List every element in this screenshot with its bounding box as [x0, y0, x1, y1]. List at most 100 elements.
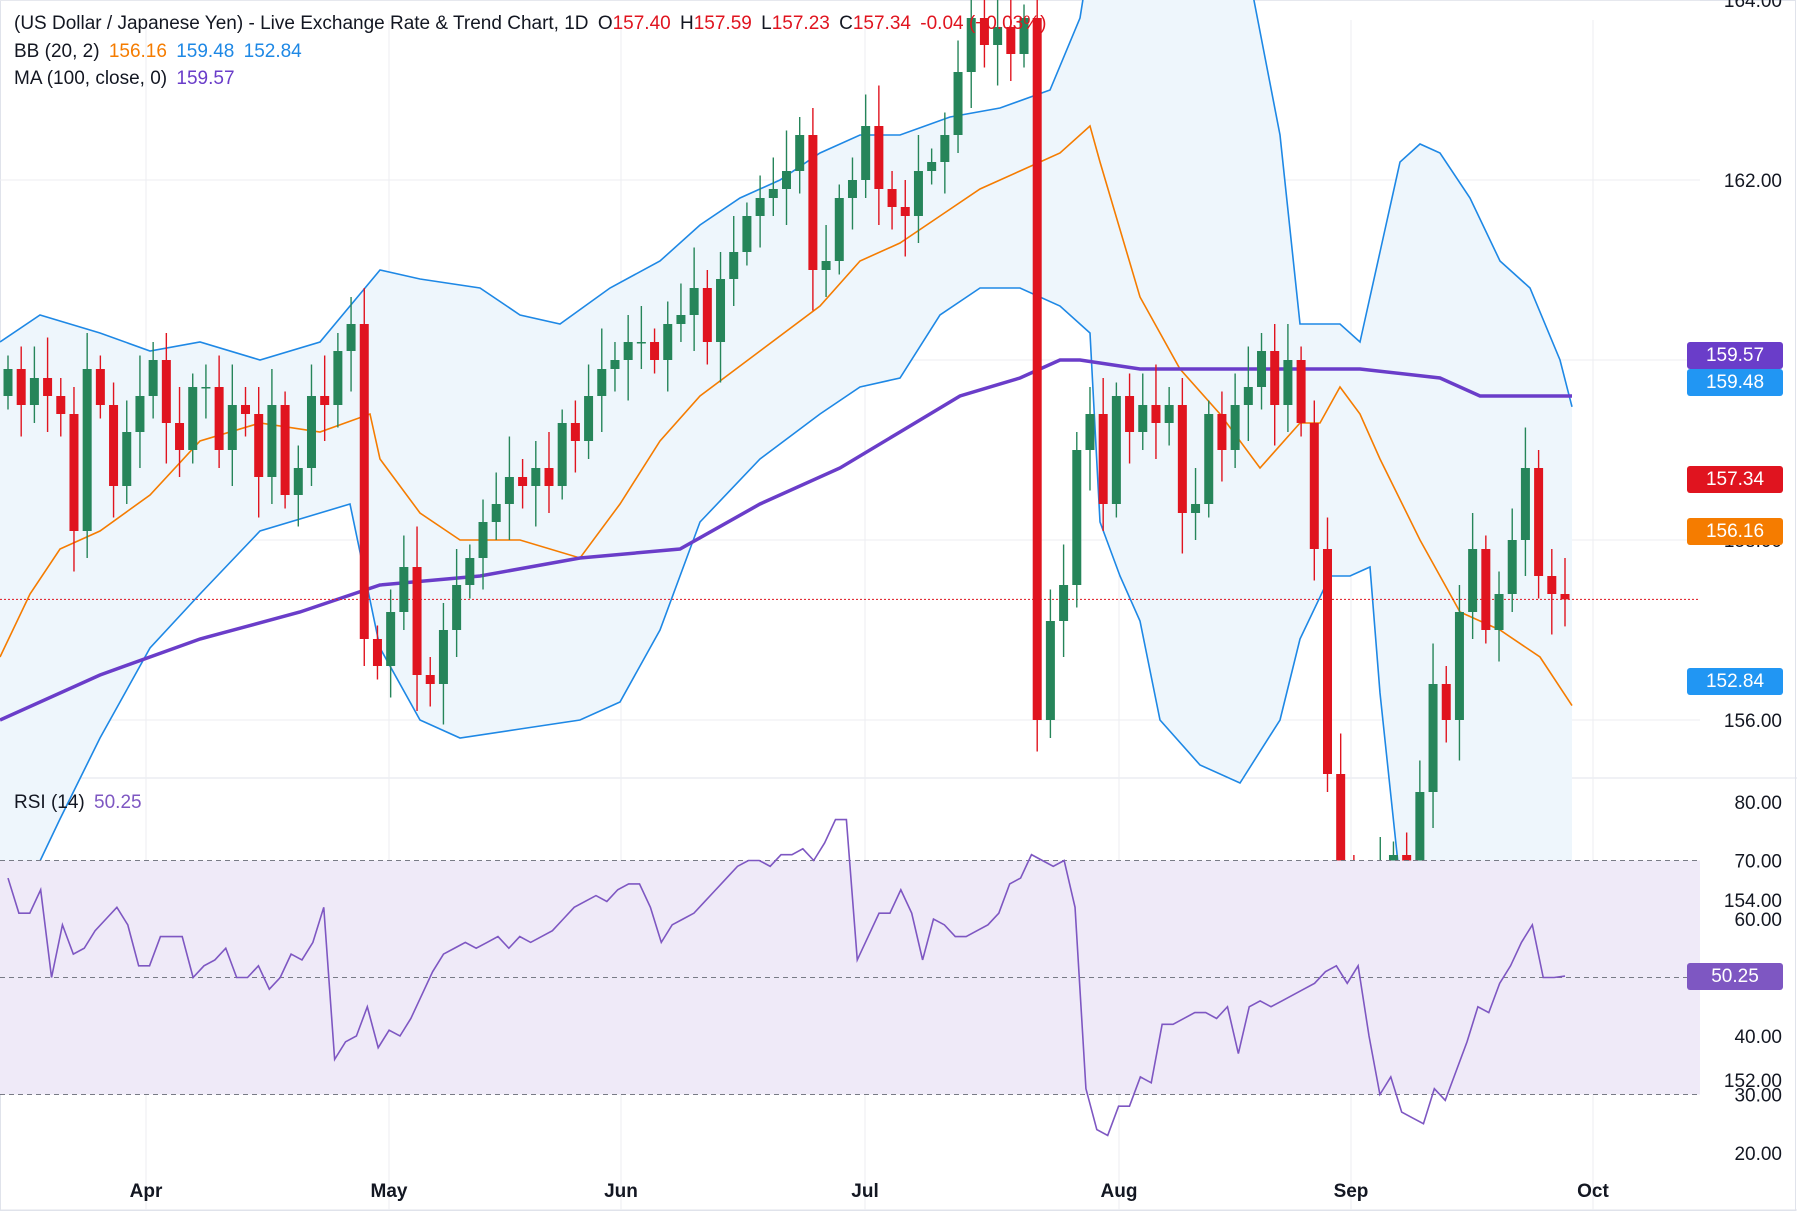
candle-body — [1125, 396, 1135, 432]
candle-body — [1494, 594, 1504, 630]
candle-down — [1296, 346, 1306, 437]
price-tick-label: 162.00 — [1724, 171, 1782, 192]
candle-up — [1204, 400, 1214, 518]
bb-mid-price-label: 156.16 — [1687, 518, 1783, 545]
candle-down — [900, 180, 910, 257]
candle-body — [716, 279, 726, 342]
last-price-label: 157.34 — [1687, 466, 1783, 493]
month-tick-label: Oct — [1577, 1181, 1609, 1202]
candle-down — [808, 108, 818, 311]
candle-down — [1547, 549, 1557, 635]
bb-label: BB (20, 2) — [14, 41, 100, 62]
candle-body — [438, 630, 448, 684]
candle-up — [504, 436, 514, 540]
candle-up — [267, 369, 277, 504]
candle-up — [834, 184, 844, 275]
candle-body — [768, 189, 778, 198]
candle-body — [913, 171, 923, 216]
candle-body — [1204, 414, 1214, 504]
candle-body — [175, 423, 185, 450]
candle-down — [1151, 364, 1161, 459]
candle-body — [82, 369, 92, 531]
candle-body — [755, 198, 765, 216]
bb-upper-line — [0, 0, 1573, 407]
candle-body — [729, 252, 739, 279]
candle-body — [16, 369, 26, 405]
price-tick-label: 152.00 — [1724, 1071, 1782, 1092]
rsi-label: RSI (14) — [14, 792, 85, 813]
candle-body — [887, 189, 897, 207]
candle-down — [1481, 535, 1491, 644]
candle-body — [1032, 18, 1042, 720]
candle-up — [729, 216, 739, 306]
candle-down — [1032, 0, 1042, 752]
candle-up — [953, 40, 963, 153]
candle-body — [1045, 621, 1055, 720]
ma-value: 159.57 — [176, 68, 235, 89]
candle-body — [491, 504, 501, 522]
candle-body — [1428, 684, 1438, 792]
candle-body — [306, 396, 316, 468]
candle-up — [795, 117, 805, 194]
candle-up — [597, 328, 607, 432]
candle-up — [913, 135, 923, 243]
candle-up — [1243, 346, 1253, 441]
candle-body — [425, 675, 435, 684]
candle-body — [386, 612, 396, 666]
candle-down — [1177, 378, 1187, 554]
candle-up — [1230, 373, 1240, 468]
candle-up — [663, 301, 673, 392]
candle-down — [109, 382, 119, 518]
candle-body — [1454, 612, 1464, 720]
candle-up — [1072, 432, 1082, 608]
candle-down — [518, 459, 528, 509]
candle-body — [979, 18, 989, 45]
candle-body — [122, 432, 132, 486]
rsi-legend: RSI (14) 50.25 — [14, 792, 146, 814]
candle-body — [1006, 27, 1016, 54]
candle-up — [940, 112, 950, 194]
candle-body — [584, 396, 594, 441]
month-tick-label: Jun — [604, 1181, 638, 1202]
candle-body — [702, 288, 712, 342]
candle-body — [623, 342, 633, 360]
candle-body — [1059, 585, 1069, 621]
candle-up — [782, 130, 791, 225]
candle-down — [1098, 378, 1108, 531]
candle-up — [29, 346, 39, 423]
candle-body — [1481, 549, 1491, 630]
candle-body — [254, 414, 264, 477]
candle-body — [1164, 405, 1174, 423]
candle-up — [1468, 513, 1478, 639]
candle-up — [755, 175, 765, 248]
candle-up — [1507, 508, 1517, 612]
candle-body — [1283, 360, 1293, 405]
candle-up — [927, 148, 937, 185]
candle-up — [399, 535, 409, 630]
candle-up — [491, 472, 501, 540]
candle-up — [689, 247, 699, 351]
candle-body — [782, 171, 791, 189]
candle-up — [82, 333, 92, 558]
candle-down — [1560, 558, 1570, 627]
candle-body — [795, 135, 805, 171]
candle-up — [148, 342, 158, 419]
candle-body — [940, 135, 950, 162]
candle-up — [333, 333, 343, 428]
candle-up — [1111, 382, 1121, 518]
open-value: 157.40 — [612, 13, 671, 34]
candle-down — [372, 625, 382, 680]
candle-down — [175, 387, 185, 477]
candle-down — [1322, 517, 1332, 792]
bb-legend: BB (20, 2) 156.16 159.48 152.84 — [14, 41, 306, 63]
candle-body — [188, 387, 198, 450]
candle-body — [1257, 351, 1267, 387]
candle-body — [135, 396, 145, 432]
ma-label: MA (100, close, 0) — [14, 68, 168, 89]
candle-body — [346, 324, 356, 351]
rsi-tick-label: 70.00 — [1734, 852, 1782, 873]
bb-lower-price-label: 152.84 — [1687, 668, 1783, 695]
candle-up — [346, 297, 356, 392]
candle-up — [1428, 643, 1438, 828]
candle-up — [1283, 324, 1293, 432]
